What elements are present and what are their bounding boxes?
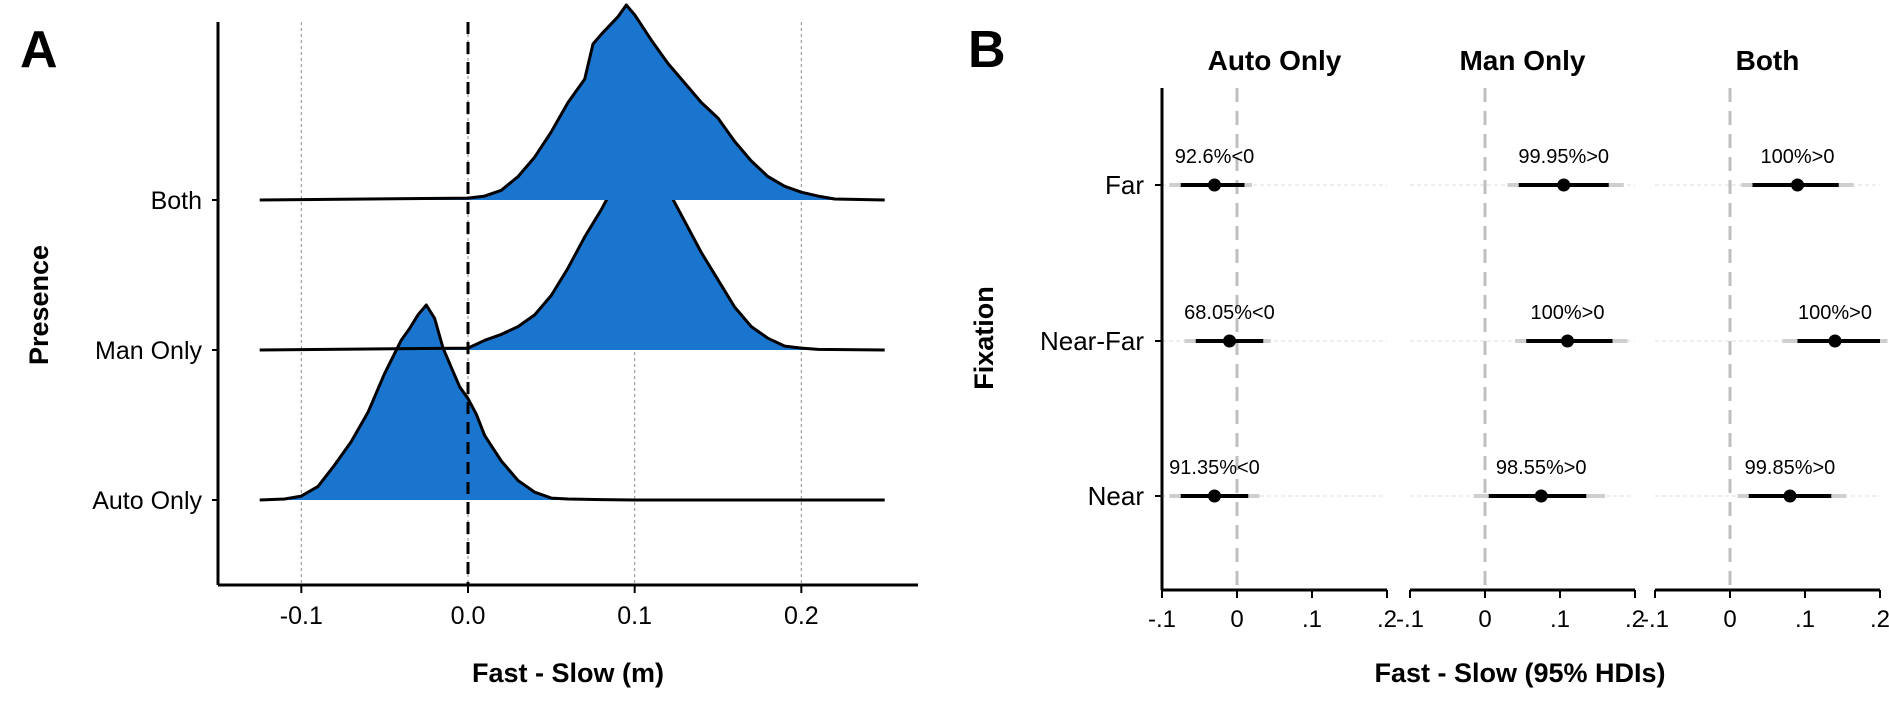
point-label: 100%>0 — [1761, 146, 1835, 168]
ridge-fill-2 — [259, 5, 885, 200]
point-label: 68.05%<0 — [1184, 302, 1275, 324]
ridge-outline-2 — [259, 3, 885, 202]
panel-b-ytick-label: Near — [1088, 481, 1145, 511]
point-estimate — [1828, 334, 1842, 348]
panel-b-xtick-label: .1 — [1550, 606, 1570, 633]
point-label: 92.6%<0 — [1175, 146, 1255, 168]
point-label: 100%>0 — [1531, 302, 1605, 324]
point-estimate — [1561, 334, 1574, 348]
point-label: 100%>0 — [1798, 302, 1872, 324]
panel-b-xtick-label: .2 — [1870, 606, 1889, 633]
panel-b-interval-plot: Auto Only -.1 0 .1 .2 Man Only -.1 0 .1 .2 Both -.1… — [969, 45, 1889, 688]
panel-b-xtick-label: -.1 — [1396, 606, 1424, 633]
point-label: 98.55%>0 — [1496, 457, 1587, 479]
panel-b-xtick-label: .1 — [1302, 606, 1322, 633]
panel-b-xtick-label: -.1 — [1148, 606, 1176, 633]
panel-b-xtick-label: 0 — [1478, 606, 1491, 633]
panel-b-xtick-label: 0 — [1723, 606, 1736, 633]
facet-title-1: Man Only — [1459, 45, 1585, 76]
point-estimate — [1223, 334, 1236, 348]
point-estimate — [1557, 178, 1571, 192]
panel-a-letter: A — [20, 21, 58, 79]
panel-a-xtick-label: -0.1 — [280, 602, 323, 630]
point-estimate — [1791, 178, 1804, 192]
point-estimate — [1534, 489, 1548, 503]
facet-title-2: Both — [1736, 45, 1800, 76]
ridge-fill-0 — [259, 305, 885, 500]
panel-a-xtick-label: 0.2 — [784, 602, 819, 630]
panel-a-xtick-label: 0.0 — [451, 602, 486, 630]
facet-title-0: Auto Only — [1208, 45, 1342, 76]
point-label: 91.35%<0 — [1169, 457, 1260, 479]
point-estimate — [1208, 489, 1221, 503]
panel-b-letter: B — [968, 21, 1006, 79]
panel-b-x-axis-title: Fast - Slow (95% HDIs) — [1374, 658, 1665, 688]
panel-a-y-axis-title: Presence — [24, 245, 54, 365]
point-estimate — [1208, 178, 1221, 192]
panel-b-y-axis-title: Fixation — [969, 286, 999, 390]
point-label: 99.95%>0 — [1518, 146, 1609, 168]
panel-b-xtick-label: .1 — [1795, 606, 1815, 633]
panel-b-ytick-label: Far — [1105, 170, 1144, 200]
panel-a-ytick-label: Both — [151, 187, 202, 215]
panel-b-xtick-label: -.1 — [1641, 606, 1669, 633]
panel-a-xtick-label: 0.1 — [617, 602, 652, 630]
ridge-fill-1 — [259, 155, 885, 350]
point-label: 99.85%>0 — [1745, 457, 1836, 479]
point-estimate — [1783, 489, 1797, 503]
panel-a-x-axis-title: Fast - Slow (m) — [472, 658, 664, 688]
panel-b-ytick-label: Near-Far — [1040, 326, 1144, 356]
panel-a-ytick-label: Auto Only — [92, 487, 202, 515]
panel-a-ytick-label: Man Only — [95, 337, 202, 365]
panel-b-xtick-label: .2 — [1377, 606, 1397, 633]
panel-a-ridgeline: Auto Only Man Only Both -0.1 0.0 0.1 0.2 Fast -… — [24, 3, 918, 688]
panel-b-xtick-label: 0 — [1230, 606, 1243, 633]
panel-b-xtick-label: .2 — [1625, 606, 1645, 633]
